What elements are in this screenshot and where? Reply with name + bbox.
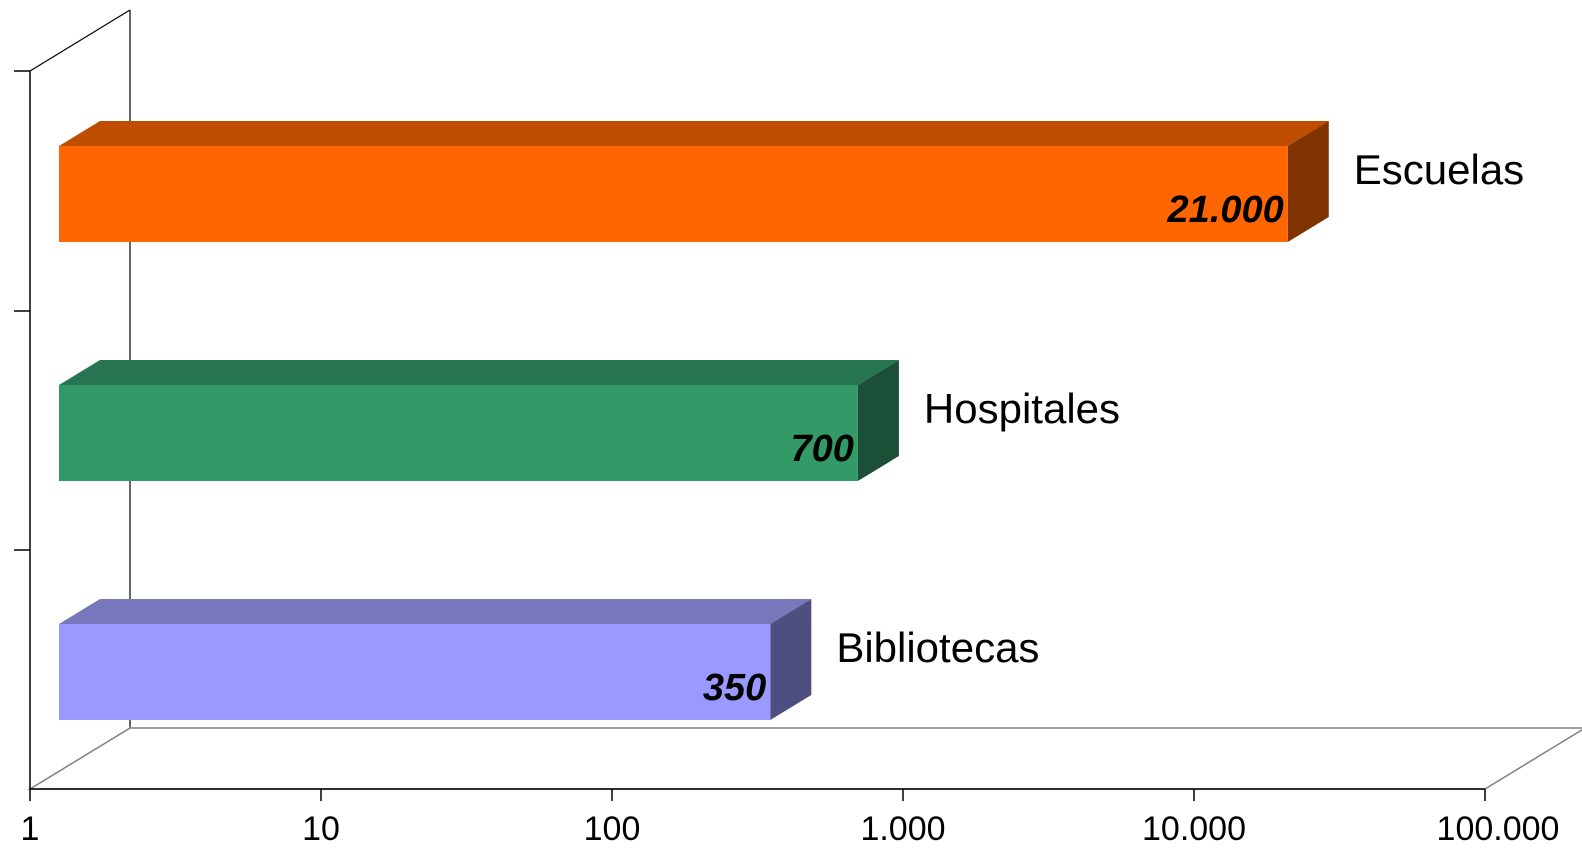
bar-category-label: Hospitales [924,385,1120,432]
bar-value-label: 21.000 [1167,189,1284,231]
wall-top-edge [29,9,131,72]
bar-category-label: Escuelas [1354,146,1524,193]
bar-value-label: 350 [703,667,766,709]
bar-hospitales [59,360,899,481]
x-tick-label: 1.000 [860,810,945,848]
x-tick-label: 100.000 [1437,810,1560,848]
floor-plane [27,727,1582,790]
bar-side-face [857,360,899,481]
bar-front-face [59,385,858,481]
bar-category-label: Bibliotecas [836,624,1039,671]
bar-top-face [59,599,812,624]
chart-labels: 1 10 100 1.000 10.000 100.000 350 Bibliotecas 70… [21,146,1560,848]
x-tick-label: 10 [302,810,340,848]
x-tick-label: 1 [21,810,40,848]
bar-front-face [59,624,771,720]
x-tick-label: 100 [584,810,641,848]
x-tick-label: 10.000 [1142,810,1246,848]
bar-side-face [1287,121,1329,242]
chart-bars [59,121,1329,720]
bar-front-face [59,146,1288,242]
bar-escuelas [59,121,1329,242]
bar-bibliotecas [59,599,812,720]
bar-top-face [59,121,1329,146]
bar-value-label: 700 [791,428,854,470]
bar-side-face [770,599,812,720]
bar-top-face [59,360,899,385]
